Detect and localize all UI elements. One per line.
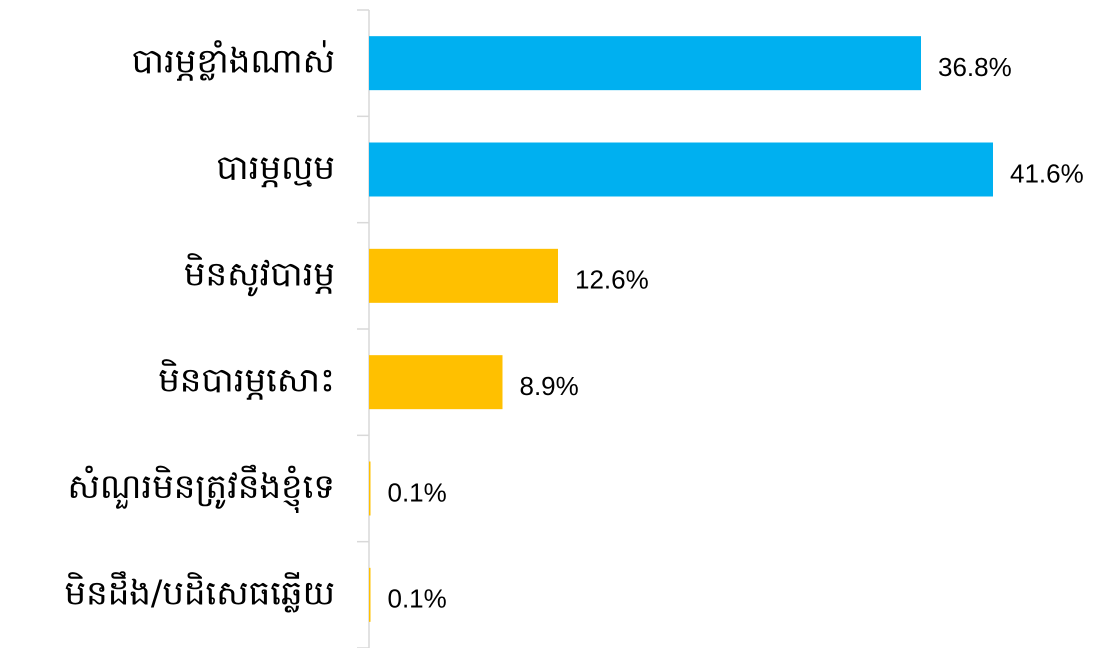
bar [369, 142, 993, 197]
value-label: 41.6% [1010, 158, 1084, 188]
value-label: 8.9% [520, 371, 579, 401]
value-label: 0.1% [388, 477, 447, 507]
bar [369, 248, 558, 303]
value-label: 36.8% [938, 52, 1012, 82]
bar [369, 567, 371, 622]
bar [369, 36, 921, 91]
category-label: បារម្ភខ្លាំងណាស់ [132, 40, 335, 82]
category-label: មិនបារម្ភសោះ [158, 359, 335, 401]
category-label: បារម្ភល្មម [216, 148, 335, 188]
value-label: 0.1% [388, 584, 447, 614]
bar [369, 355, 503, 410]
category-label: មិនសូវបារម្ភ [184, 252, 335, 296]
value-label: 12.6% [575, 265, 649, 295]
category-label: មិនដឹង/បដិសេធឆ្លើយ [65, 570, 335, 613]
bar [369, 461, 371, 516]
category-label: សំណួរមិនត្រូវនឹងខ្ញុំទេ [68, 464, 335, 513]
